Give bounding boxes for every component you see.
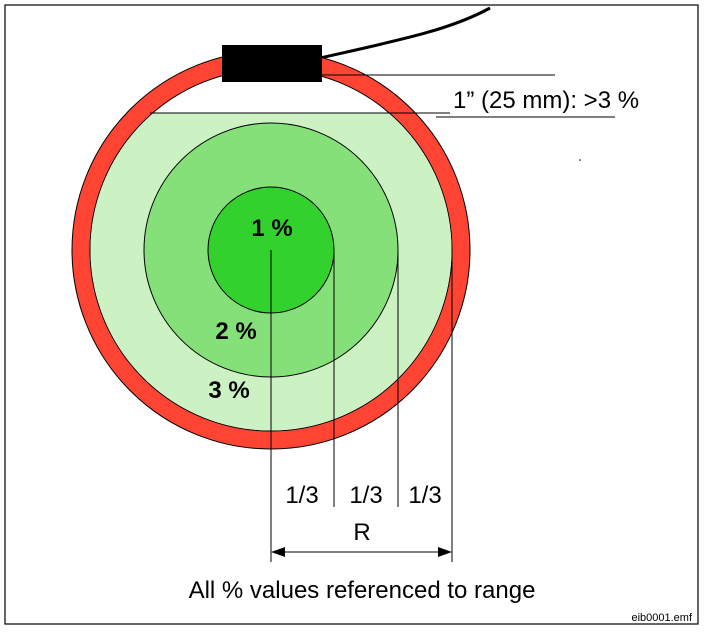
dot (579, 159, 581, 161)
zone-label: 2 % (215, 318, 256, 345)
third-label: 1/3 (349, 482, 382, 509)
zone-label: 1 % (251, 215, 292, 242)
caption: All % values referenced to range (189, 577, 536, 604)
arrow-head (438, 547, 452, 557)
sensor-note: 1” (25 mm): >3 % (453, 87, 639, 114)
frame (4, 4, 699, 625)
third-label: 1/3 (408, 482, 441, 509)
sensor-head (222, 45, 322, 82)
cable (319, 6, 491, 60)
radius-label: R (353, 519, 370, 546)
file-id: eib0001.emf (631, 612, 692, 624)
arrow-head (271, 547, 285, 557)
zone-label: 3 % (208, 377, 249, 404)
third-label: 1/3 (285, 482, 318, 509)
